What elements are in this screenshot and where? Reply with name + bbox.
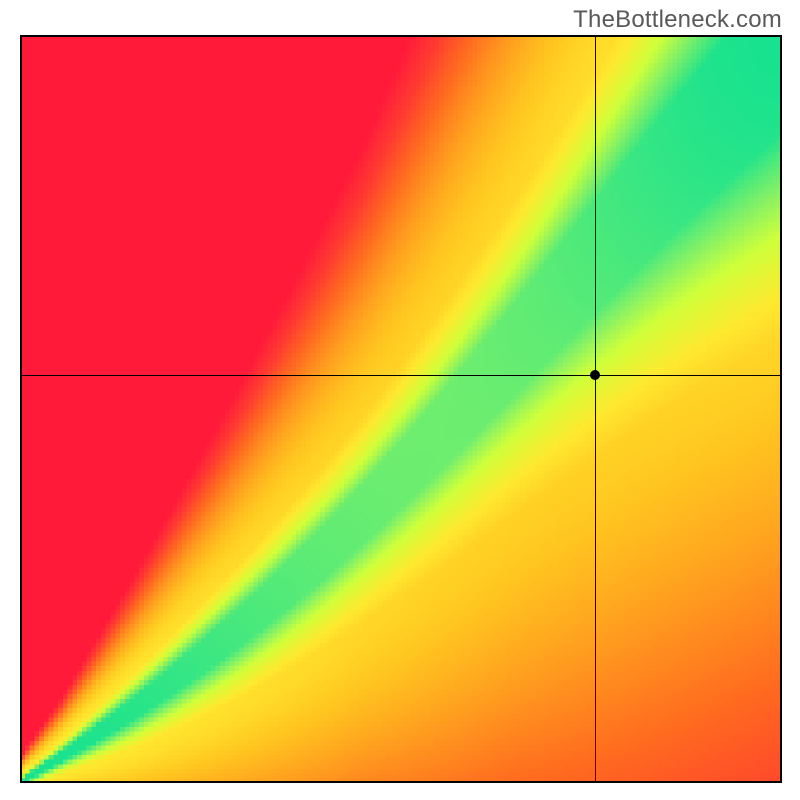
watermark-text: TheBottleneck.com xyxy=(573,6,782,34)
crosshair-vertical xyxy=(595,35,596,783)
crosshair-horizontal xyxy=(20,375,782,376)
chart-container: { "meta": { "watermark_text": "TheBottle… xyxy=(0,0,800,800)
heatmap-canvas xyxy=(20,35,782,783)
